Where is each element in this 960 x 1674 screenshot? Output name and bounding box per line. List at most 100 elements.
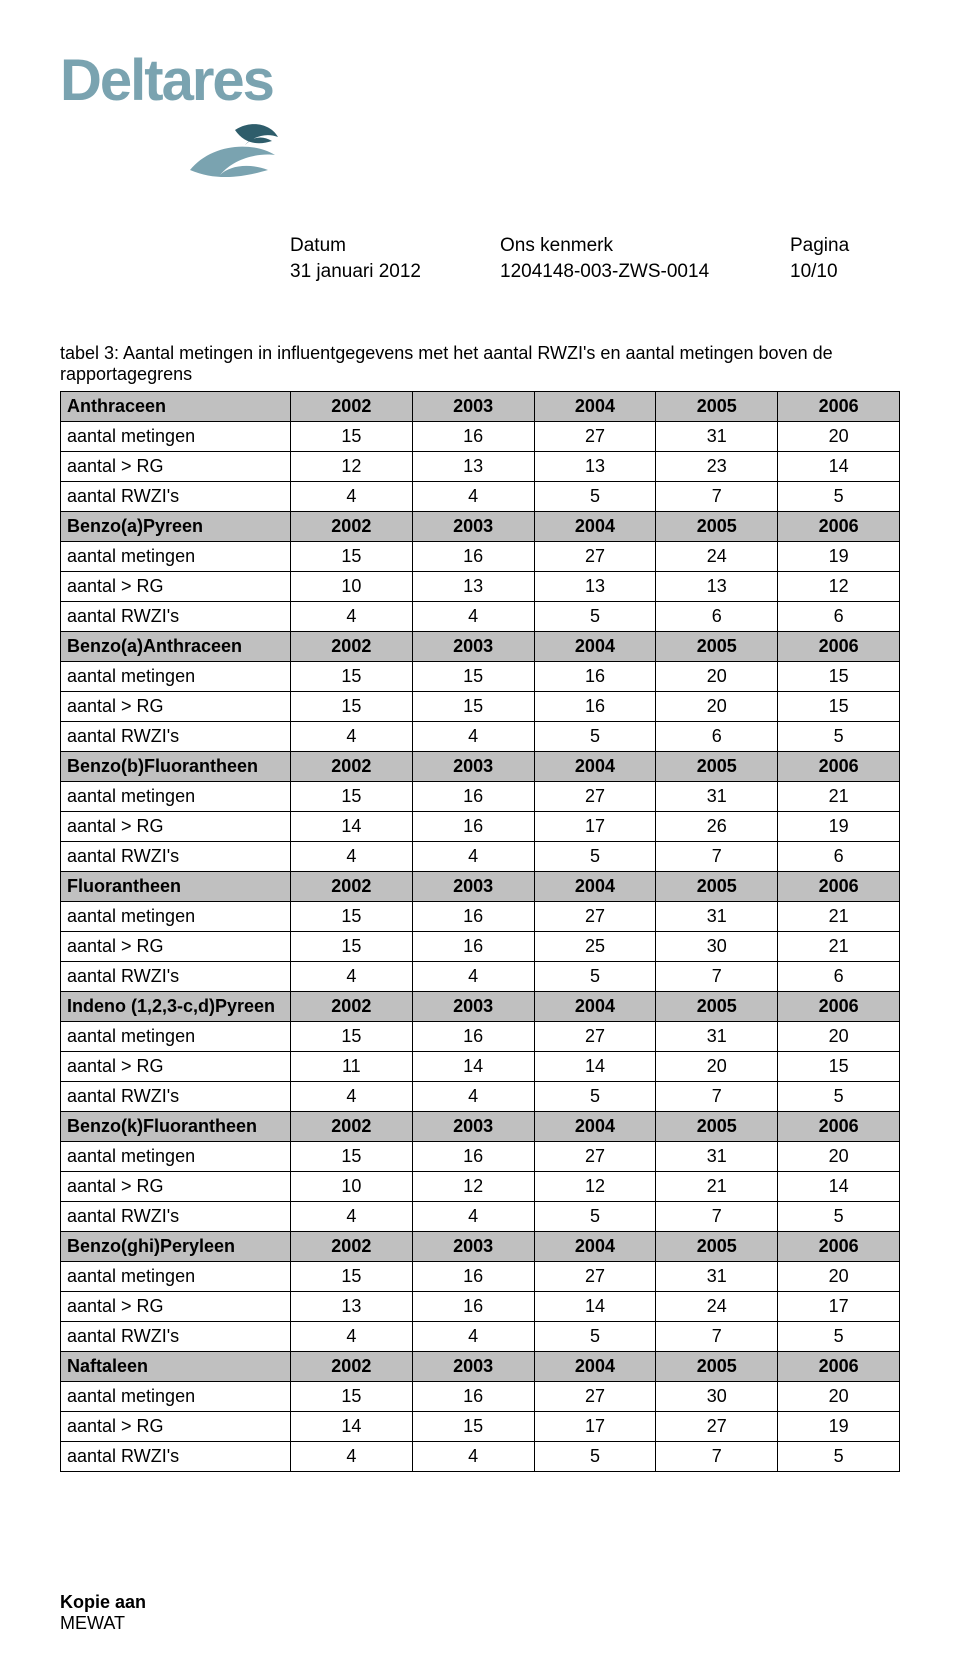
- row-label: aantal > RG: [61, 692, 291, 722]
- table-section-header: Benzo(b)Fluorantheen20022003200420052006: [61, 752, 900, 782]
- year-header: 2005: [656, 752, 778, 782]
- footer: Kopie aan MEWAT: [60, 1592, 900, 1634]
- cell-value: 6: [656, 602, 778, 632]
- cell-value: 15: [290, 542, 412, 572]
- row-label: aantal > RG: [61, 1412, 291, 1442]
- table-section-header: Anthraceen20022003200420052006: [61, 392, 900, 422]
- year-header: 2006: [778, 872, 900, 902]
- cell-value: 16: [412, 422, 534, 452]
- cell-value: 16: [412, 1262, 534, 1292]
- header-kenmerk: Ons kenmerk 1204148-003-ZWS-0014: [500, 235, 790, 283]
- cell-value: 5: [778, 482, 900, 512]
- year-header: 2005: [656, 992, 778, 1022]
- datum-value: 31 januari 2012: [290, 261, 500, 283]
- cell-value: 4: [290, 842, 412, 872]
- cell-value: 5: [534, 482, 656, 512]
- year-header: 2002: [290, 1232, 412, 1262]
- cell-value: 14: [412, 1052, 534, 1082]
- year-header: 2006: [778, 1112, 900, 1142]
- cell-value: 12: [412, 1172, 534, 1202]
- year-header: 2002: [290, 872, 412, 902]
- cell-value: 26: [656, 812, 778, 842]
- cell-value: 5: [534, 1082, 656, 1112]
- section-name: Indeno (1,2,3-c,d)Pyreen: [61, 992, 291, 1022]
- year-header: 2004: [534, 632, 656, 662]
- cell-value: 20: [656, 662, 778, 692]
- year-header: 2003: [412, 992, 534, 1022]
- pagina-label: Pagina: [790, 235, 890, 257]
- cell-value: 12: [534, 1172, 656, 1202]
- cell-value: 15: [412, 662, 534, 692]
- cell-value: 17: [534, 1412, 656, 1442]
- cell-value: 14: [290, 1412, 412, 1442]
- cell-value: 21: [778, 932, 900, 962]
- cell-value: 12: [290, 452, 412, 482]
- table-section-header: Fluorantheen20022003200420052006: [61, 872, 900, 902]
- cell-value: 15: [290, 692, 412, 722]
- pagina-value: 10/10: [790, 261, 890, 283]
- cell-value: 13: [534, 572, 656, 602]
- cell-value: 31: [656, 782, 778, 812]
- cell-value: 27: [534, 422, 656, 452]
- cell-value: 12: [778, 572, 900, 602]
- section-name: Benzo(a)Pyreen: [61, 512, 291, 542]
- table-row: aantal metingen1516273120: [61, 1262, 900, 1292]
- cell-value: 15: [290, 932, 412, 962]
- table-row: aantal metingen1516273120: [61, 422, 900, 452]
- cell-value: 27: [534, 1382, 656, 1412]
- row-label: aantal > RG: [61, 1052, 291, 1082]
- table-row: aantal > RG1213132314: [61, 452, 900, 482]
- cell-value: 25: [534, 932, 656, 962]
- cell-value: 13: [290, 1292, 412, 1322]
- cell-value: 7: [656, 1202, 778, 1232]
- cell-value: 13: [656, 572, 778, 602]
- cell-value: 16: [412, 782, 534, 812]
- cell-value: 17: [778, 1292, 900, 1322]
- cell-value: 15: [290, 422, 412, 452]
- cell-value: 13: [412, 452, 534, 482]
- cell-value: 4: [290, 602, 412, 632]
- table-row: aantal > RG1013131312: [61, 572, 900, 602]
- cell-value: 31: [656, 1262, 778, 1292]
- cell-value: 31: [656, 902, 778, 932]
- cell-value: 5: [534, 842, 656, 872]
- row-label: aantal RWZI's: [61, 482, 291, 512]
- cell-value: 16: [412, 902, 534, 932]
- cell-value: 5: [778, 1202, 900, 1232]
- cell-value: 27: [534, 542, 656, 572]
- table-row: aantal RWZI's44576: [61, 962, 900, 992]
- cell-value: 4: [412, 1202, 534, 1232]
- kopie-value: MEWAT: [60, 1613, 900, 1634]
- table-row: aantal RWZI's44575: [61, 1442, 900, 1472]
- cell-value: 7: [656, 482, 778, 512]
- row-label: aantal metingen: [61, 902, 291, 932]
- year-header: 2006: [778, 632, 900, 662]
- year-header: 2005: [656, 872, 778, 902]
- year-header: 2004: [534, 872, 656, 902]
- cell-value: 31: [656, 1022, 778, 1052]
- row-label: aantal > RG: [61, 932, 291, 962]
- year-header: 2002: [290, 1352, 412, 1382]
- cell-value: 20: [656, 1052, 778, 1082]
- row-label: aantal RWZI's: [61, 1202, 291, 1232]
- cell-value: 5: [534, 962, 656, 992]
- table-row: aantal metingen1515162015: [61, 662, 900, 692]
- table-caption: tabel 3: Aantal metingen in influentgege…: [60, 343, 900, 385]
- row-label: aantal RWZI's: [61, 722, 291, 752]
- cell-value: 5: [534, 722, 656, 752]
- year-header: 2004: [534, 1232, 656, 1262]
- cell-value: 7: [656, 962, 778, 992]
- cell-value: 19: [778, 812, 900, 842]
- table-row: aantal > RG1516253021: [61, 932, 900, 962]
- year-header: 2003: [412, 392, 534, 422]
- cell-value: 16: [412, 1022, 534, 1052]
- cell-value: 15: [290, 1142, 412, 1172]
- cell-value: 27: [534, 782, 656, 812]
- table-row: aantal metingen1516272419: [61, 542, 900, 572]
- section-name: Anthraceen: [61, 392, 291, 422]
- cell-value: 20: [778, 1262, 900, 1292]
- table-row: aantal metingen1516273020: [61, 1382, 900, 1412]
- row-label: aantal metingen: [61, 782, 291, 812]
- year-header: 2003: [412, 1112, 534, 1142]
- section-name: Fluorantheen: [61, 872, 291, 902]
